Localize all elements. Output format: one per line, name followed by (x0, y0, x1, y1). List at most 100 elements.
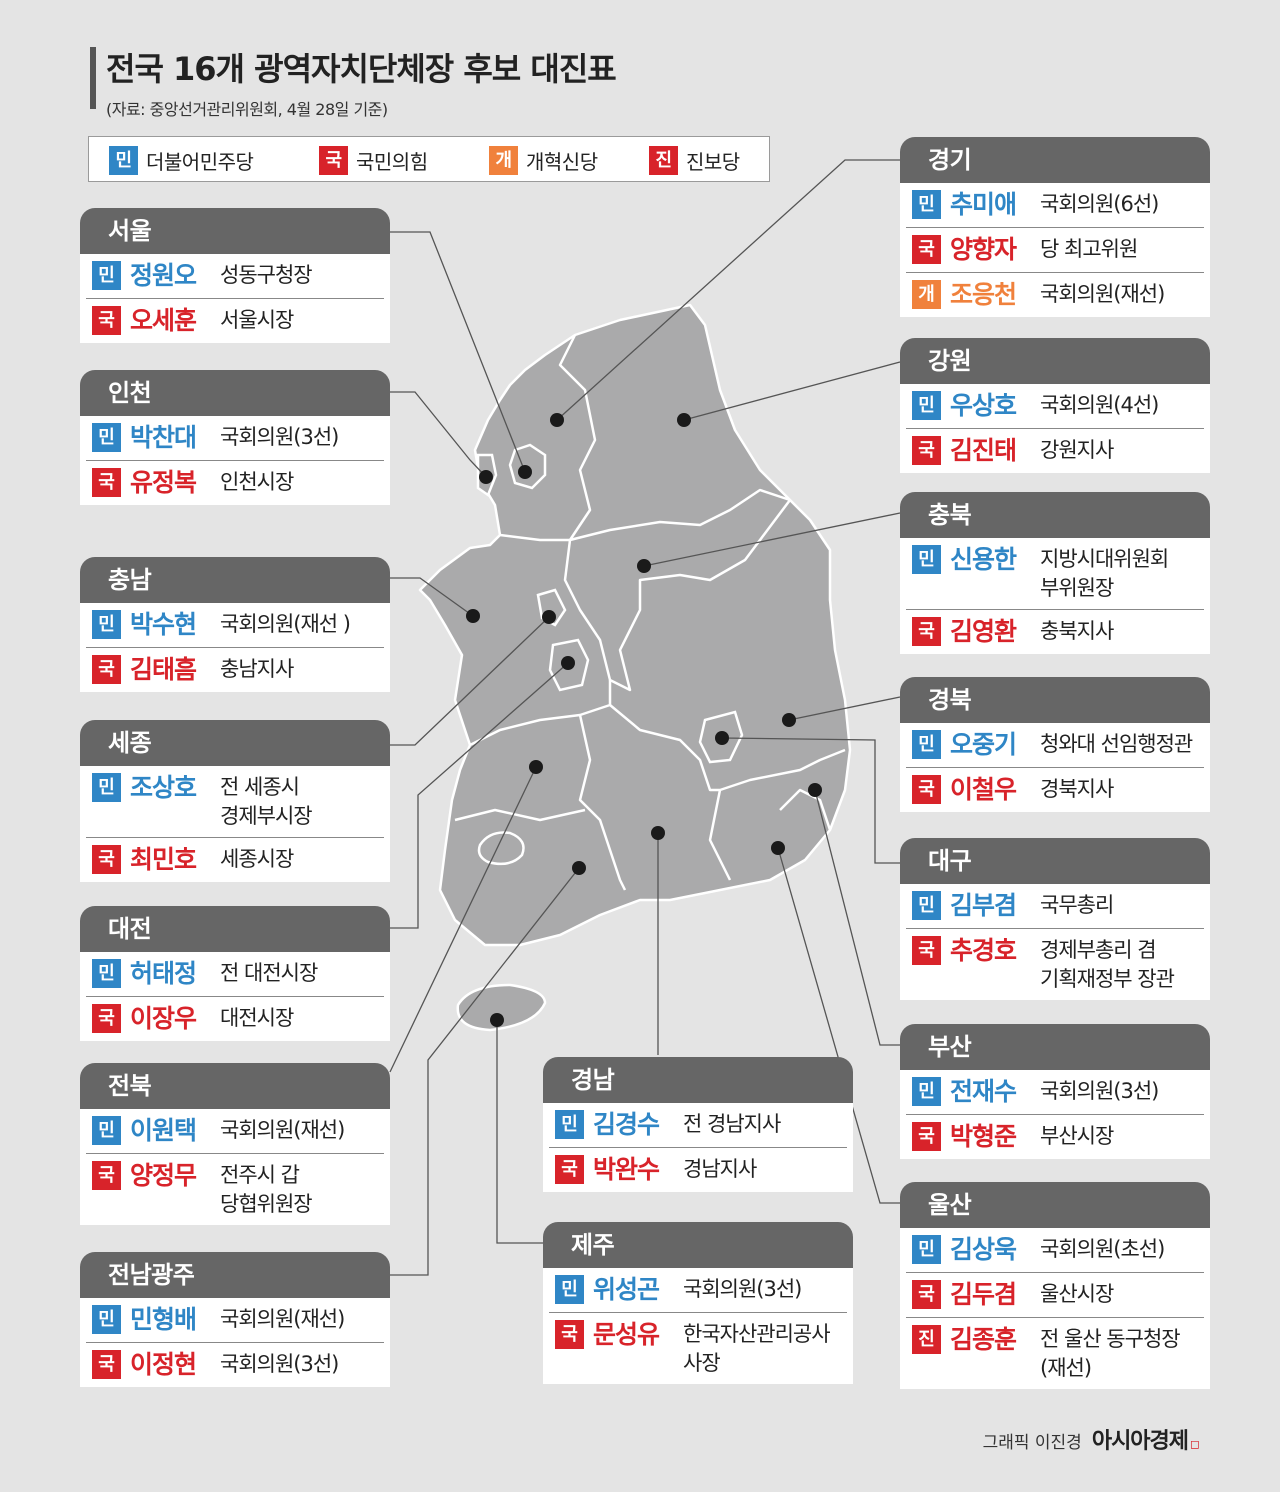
candidate-row: 국 김진태 강원지사 (906, 429, 1204, 473)
region-title: 경남 (543, 1057, 853, 1103)
leader-sejong (390, 616, 550, 746)
candidate-row: 민 김부겸 국무총리 (906, 884, 1204, 929)
candidate-list: 민 우상호 국회의원(4선) 국 김진태 강원지사 (900, 384, 1210, 473)
region-card-daejeon: 대전 민 허태정 전 대전시장 국 이장우 대전시장 (80, 906, 390, 1041)
candidate-row: 국 추경호 경제부총리 겸 기획재정부 장관 (906, 929, 1204, 1000)
candidate-description: 국회의원(재선) (1040, 282, 1165, 306)
leader-chungbuk (643, 512, 901, 567)
candidate-name: 오중기 (950, 730, 1017, 759)
leader-incheon (390, 391, 487, 478)
party-badge: 민 (92, 423, 121, 452)
candidate-row: 개 조응천 국회의원(재선) (906, 273, 1204, 317)
candidate-row: 국 양향자 당 최고위원 (906, 228, 1204, 273)
party-badge: 국 (555, 1320, 584, 1349)
candidate-row: 국 박형준 부산시장 (906, 1115, 1204, 1159)
candidate-name: 이원택 (130, 1116, 197, 1145)
page-title: 전국 16개 광역자치단체장 후보 대진표 (106, 50, 617, 88)
candidate-list: 민 전재수 국회의원(3선) 국 박형준 부산시장 (900, 1070, 1210, 1159)
publisher-logo: 아시아경제 (1091, 1429, 1189, 1454)
region-title: 울산 (900, 1182, 1210, 1228)
legend-item-min: 민 더불어민주당 (109, 145, 254, 175)
party-badge: 국 (912, 936, 941, 965)
region-card-chungnam: 충남 민 박수현 국회의원(재선 ) 국 김태흠 충남지사 (80, 557, 390, 692)
candidate-list: 민 김상욱 국회의원(초선) 국 김두겸 울산시장 진 김종훈 전 울산 동구청장 (재선) (900, 1228, 1210, 1389)
candidate-name: 우상호 (950, 391, 1017, 420)
candidate-name: 조상호 (130, 773, 197, 802)
candidate-description: 전주시 갑 당협위원장 (220, 1163, 313, 1216)
candidate-name: 김영환 (950, 617, 1017, 646)
legend-item-gae: 개 개혁신당 (489, 145, 598, 175)
region-title: 제주 (543, 1222, 853, 1268)
candidate-description: 경제부총리 겸 기획재정부 장관 (1040, 938, 1175, 991)
candidate-list: 민 민형배 국회의원(재선) 국 이정현 국회의원(3선) (80, 1298, 390, 1387)
candidate-row: 민 박찬대 국회의원(3선) (86, 416, 384, 461)
candidate-description: 강원지사 (1040, 438, 1114, 462)
region-title: 세종 (80, 720, 390, 766)
border-gyeongbuk (609, 704, 846, 792)
region-title: 전남광주 (80, 1252, 390, 1298)
candidate-row: 민 정원오 성동구청장 (86, 254, 384, 299)
candidate-description: 국회의원(초선) (1040, 1237, 1165, 1261)
dot-gyeongbuk (782, 713, 796, 727)
candidate-name: 박수현 (130, 610, 197, 639)
region-title: 충남 (80, 557, 390, 603)
region-card-gyeongnam: 경남 민 김경수 전 경남지사 국 박완수 경남지사 (543, 1057, 853, 1192)
candidate-row: 민 민형배 국회의원(재선) (86, 1298, 384, 1343)
candidate-description: 당 최고위원 (1040, 237, 1138, 261)
dot-gyeongnam (651, 826, 665, 840)
leader-ulsan (777, 847, 900, 1204)
border-jeonbuk-jeonnam (454, 808, 586, 822)
region-card-gyeonggi: 경기 민 추미애 국회의원(6선) 국 양향자 당 최고위원 개 조응천 국회의원(재선) (900, 137, 1210, 317)
leader-jeju (496, 1020, 543, 1244)
region-title: 전북 (80, 1063, 390, 1109)
candidate-row: 국 김태흠 충남지사 (86, 648, 384, 692)
party-badge: 국 (92, 1161, 121, 1190)
party-badge: 민 (92, 1305, 121, 1334)
region-title: 인천 (80, 370, 390, 416)
candidate-name: 박찬대 (130, 423, 197, 452)
dot-busan (808, 783, 822, 797)
candidate-name: 김상욱 (950, 1235, 1017, 1264)
party-badge: 민 (912, 891, 941, 920)
party-badge: 민 (912, 190, 941, 219)
candidate-row: 민 김경수 전 경남지사 (549, 1103, 847, 1148)
logo-mark-icon: ◻ (1190, 1437, 1200, 1451)
candidate-row: 민 이원택 국회의원(재선) (86, 1109, 384, 1154)
dot-chungbuk (637, 559, 651, 573)
candidate-description: 지방시대위원회 부위원장 (1040, 547, 1169, 600)
leader-gangwon (683, 361, 901, 421)
legend-badge: 국 (319, 145, 348, 175)
party-badge: 국 (92, 468, 121, 497)
leader-jeonbuk (389, 766, 537, 1073)
candidate-name: 오세훈 (130, 306, 197, 335)
candidate-description: 경남지사 (683, 1157, 757, 1181)
party-badge: 개 (912, 280, 941, 309)
region-title: 강원 (900, 338, 1210, 384)
party-badge: 민 (92, 610, 121, 639)
candidate-description: 성동구청장 (220, 263, 313, 287)
title-accent-bar (90, 47, 96, 109)
candidate-list: 민 허태정 전 대전시장 국 이장우 대전시장 (80, 952, 390, 1041)
candidate-row: 국 오세훈 서울시장 (86, 299, 384, 343)
candidate-description: 국회의원(3선) (1040, 1079, 1159, 1103)
candidate-row: 민 김상욱 국회의원(초선) (906, 1228, 1204, 1273)
candidate-description: 국회의원(3선) (683, 1277, 802, 1301)
candidate-row: 국 이철우 경북지사 (906, 768, 1204, 812)
region-card-daegu: 대구 민 김부겸 국무총리 국 추경호 경제부총리 겸 기획재정부 장관 (900, 838, 1210, 1000)
border-busan-ulsan (779, 788, 832, 831)
party-badge: 민 (92, 1116, 121, 1145)
credit-text: 그래픽 이진경 (982, 1433, 1082, 1453)
party-badge: 국 (912, 436, 941, 465)
candidate-row: 민 조상호 전 세종시 경제부시장 (86, 766, 384, 838)
candidate-row: 민 위성곤 국회의원(3선) (549, 1268, 847, 1313)
candidate-row: 국 문성유 한국자산관리공사 사장 (549, 1313, 847, 1384)
candidate-list: 민 추미애 국회의원(6선) 국 양향자 당 최고위원 개 조응천 국회의원(재선) (900, 183, 1210, 317)
candidate-name: 양정무 (130, 1161, 197, 1190)
region-title: 경기 (900, 137, 1210, 183)
party-legend: 민 더불어민주당 국 국민의힘 개 개혁신당 진 진보당 (88, 136, 770, 182)
candidate-name: 박형준 (950, 1122, 1017, 1151)
gwangju-area (477, 831, 525, 866)
party-badge: 국 (912, 775, 941, 804)
candidate-name: 신용한 (950, 545, 1017, 574)
candidate-description: 부산시장 (1040, 1124, 1114, 1148)
